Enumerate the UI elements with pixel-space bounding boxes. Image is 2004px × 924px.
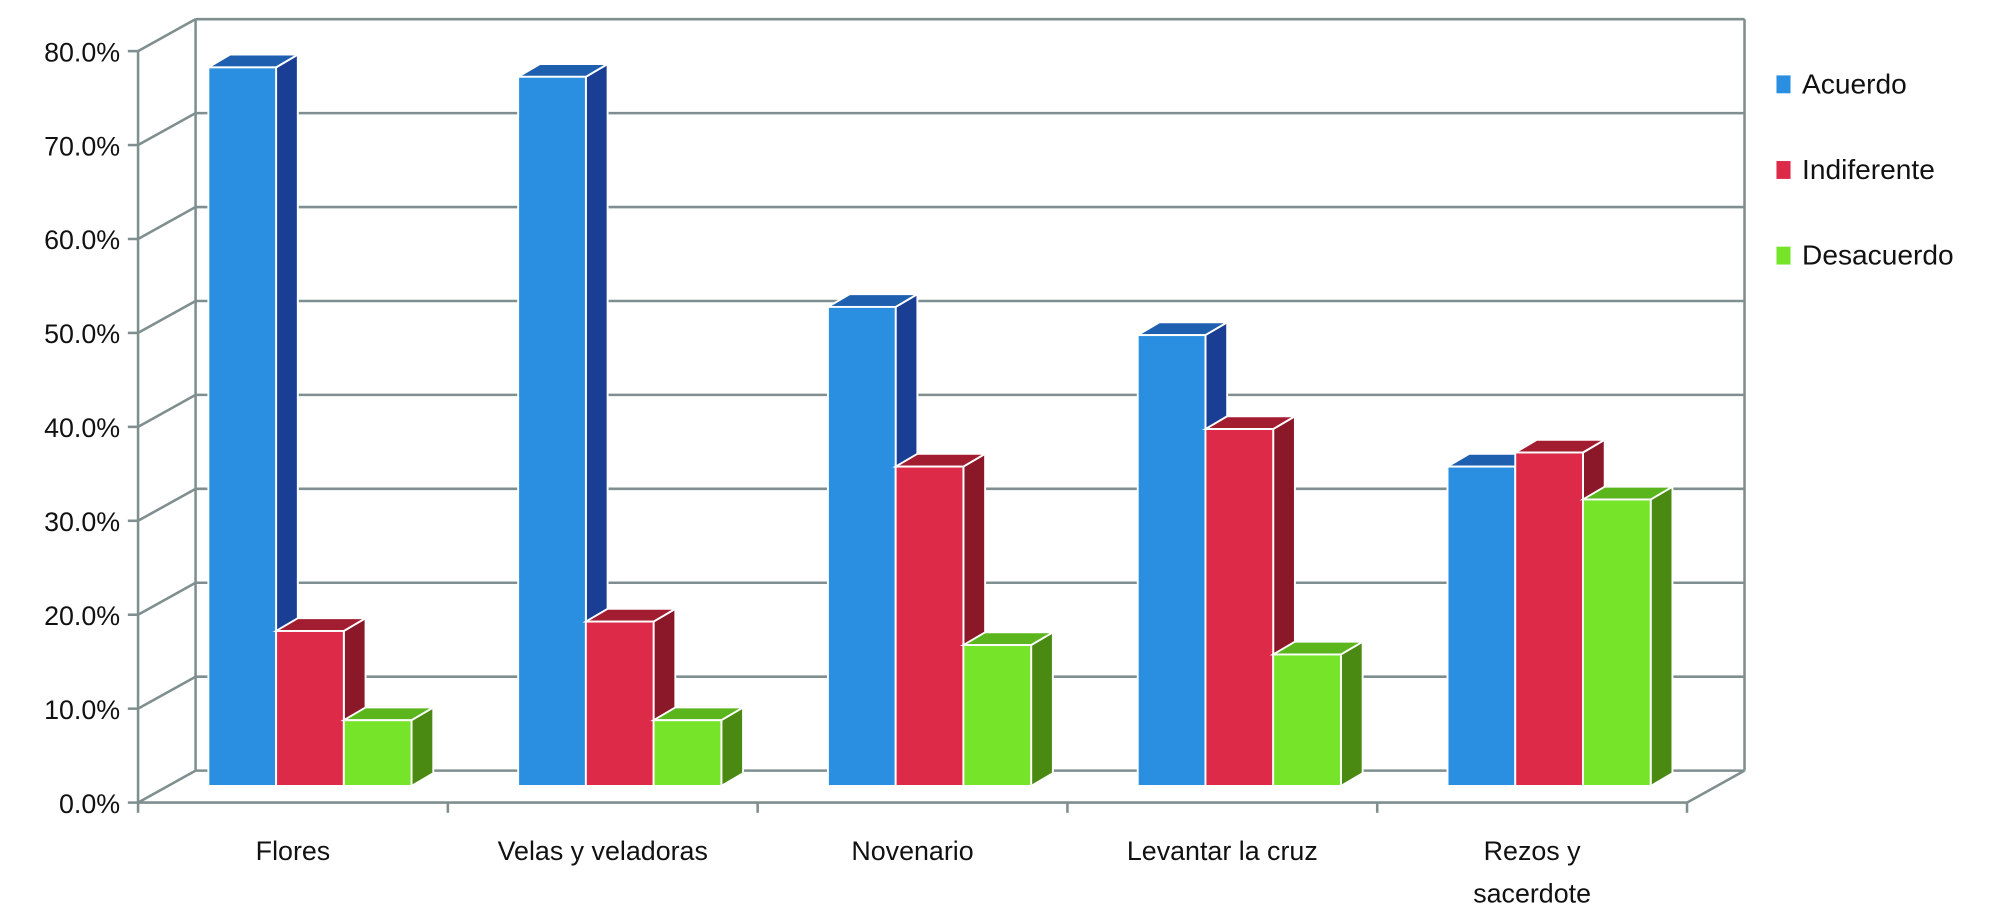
x-tick-label: Levantar la cruz <box>1127 836 1318 866</box>
bar-desacuerdo <box>342 719 413 787</box>
y-tick-label: 40.0% <box>44 413 120 443</box>
side-wall-gridline <box>137 205 197 241</box>
side-wall-gridline <box>137 393 197 428</box>
side-wall-gridline <box>137 581 197 616</box>
bar-side-desacuerdo <box>1030 630 1054 788</box>
x-tick-label: Rezos y sacerdote <box>1473 836 1591 908</box>
bar-side-desacuerdo <box>1649 485 1674 788</box>
bar-indiferente <box>1514 451 1584 787</box>
bar-group <box>1443 438 1676 788</box>
y-tick-label: 20.0% <box>44 601 120 631</box>
bar-acuerdo <box>207 66 278 787</box>
x-tick-label-line: Velas y veladoras <box>498 836 708 866</box>
bar-side-desacuerdo <box>1339 640 1364 788</box>
bar-acuerdo <box>1446 465 1517 787</box>
x-tick-label: Novenario <box>851 836 973 866</box>
side-wall-gridline <box>137 299 197 335</box>
side-wall-gridline <box>137 18 197 53</box>
bar-group <box>514 62 747 788</box>
legend-swatch-desacuerdo <box>1776 246 1791 265</box>
x-tick-label-line: sacerdote <box>1473 878 1591 908</box>
x-tick-label: Flores <box>256 836 331 866</box>
bar-acuerdo <box>826 305 897 787</box>
side-wall-gridline <box>137 675 197 710</box>
legend-label: Indiferente <box>1802 154 1935 185</box>
floor-right-edge <box>1686 769 1746 804</box>
y-tick-label: 70.0% <box>44 131 120 161</box>
x-tick-label: Velas y veladoras <box>498 836 708 866</box>
legend-label: Desacuerdo <box>1802 240 1954 271</box>
x-tick-label-line: Rezos y <box>1484 836 1581 866</box>
bar-group <box>1134 320 1367 788</box>
bar-desacuerdo <box>1272 653 1342 787</box>
bar-desacuerdo <box>962 644 1033 787</box>
legend-label: Acuerdo <box>1802 68 1907 99</box>
y-tick-label: 80.0% <box>44 37 120 67</box>
y-tick-label: 0.0% <box>59 789 120 819</box>
bar-acuerdo <box>517 75 587 787</box>
y-tick-label: 30.0% <box>44 507 120 537</box>
bar-indiferente <box>1204 428 1275 787</box>
y-tick-label: 60.0% <box>44 225 120 255</box>
x-tick-label-line: Novenario <box>851 836 973 866</box>
y-tick-label: 50.0% <box>44 319 120 349</box>
side-wall-gridline <box>137 111 197 147</box>
bar-group <box>204 52 437 788</box>
bar-indiferente <box>275 630 345 787</box>
x-tick-label-line: Flores <box>256 836 331 866</box>
bar-acuerdo <box>1136 334 1207 787</box>
bar-desacuerdo <box>652 719 723 787</box>
bar-group <box>824 292 1057 788</box>
side-wall-gridline <box>137 769 197 804</box>
x-tick-label-line: Levantar la cruz <box>1127 836 1318 866</box>
bar-desacuerdo <box>1582 498 1652 787</box>
legend-swatch-acuerdo <box>1776 75 1791 94</box>
side-wall-gridline <box>137 487 197 522</box>
bar-indiferente <box>584 620 655 787</box>
bar-indiferente <box>894 465 965 787</box>
y-tick-label: 10.0% <box>44 695 120 725</box>
legend-swatch-indiferente <box>1776 161 1791 179</box>
